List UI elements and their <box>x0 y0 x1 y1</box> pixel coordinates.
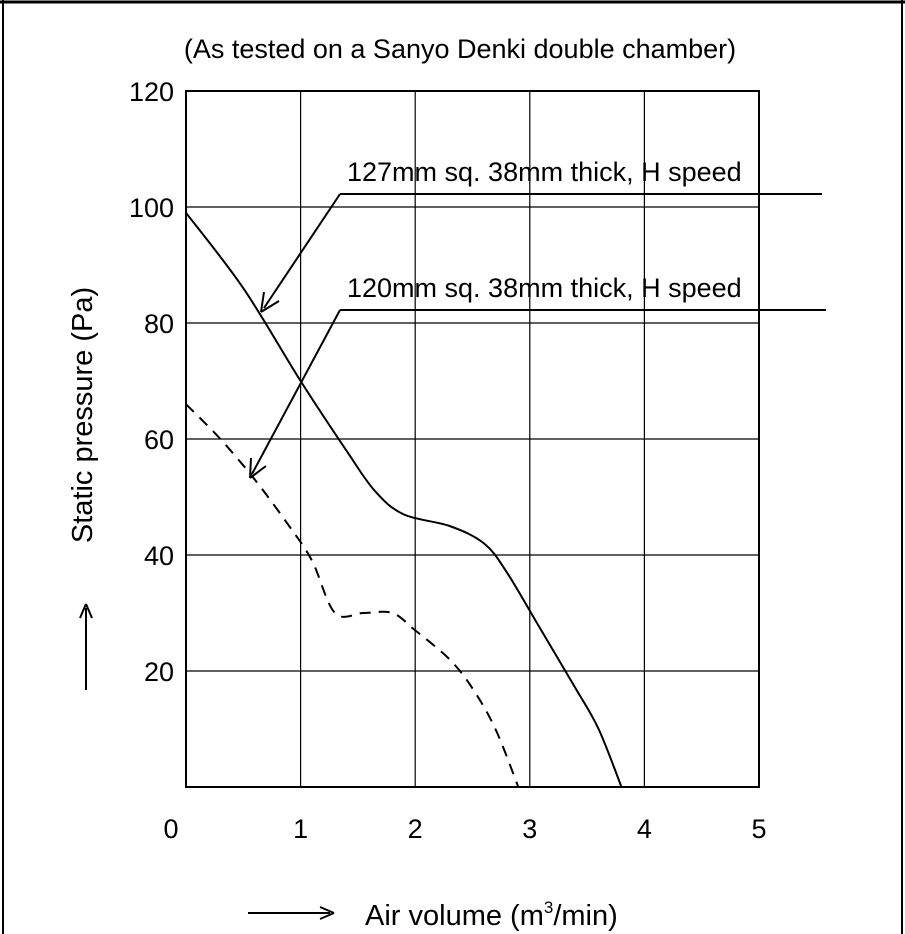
y-axis-title: Static pressure (Pa) <box>67 287 99 543</box>
series-label-120mm-leader <box>252 310 340 474</box>
y-axis-label: Static pressure (Pa) <box>67 287 99 690</box>
x-tick-label-3: 3 <box>522 814 537 844</box>
series-label-120mm: 120mm sq. 38mm thick, H speed <box>347 273 742 303</box>
y-tick-label-20: 20 <box>144 657 174 687</box>
tick-labels: 0 1 2 3 4 5 20 40 60 80 100 120 <box>129 77 767 844</box>
series-label-127mm: 127mm sq. 38mm thick, H speed <box>347 157 742 187</box>
series-label-127mm-leader <box>264 194 340 308</box>
y-tick-label-100: 100 <box>129 193 174 223</box>
x-tick-label-1: 1 <box>293 814 308 844</box>
legend-120mm: 120mm sq. 38mm thick, H speed <box>250 273 826 478</box>
chart-subtitle: (As tested on a Sanyo Denki double chamb… <box>184 34 736 64</box>
x-tick-label-4: 4 <box>637 814 652 844</box>
grid-lines <box>186 91 759 787</box>
y-tick-label-80: 80 <box>144 309 174 339</box>
series-line-120mm <box>186 404 518 787</box>
x-axis-title-tail: /min) <box>553 900 617 932</box>
x-tick-label-2: 2 <box>408 814 423 844</box>
x-axis-title: Air volume (m3/min) <box>365 898 618 932</box>
x-tick-label-0: 0 <box>163 814 178 844</box>
series-label-127mm-arrowhead <box>261 292 279 312</box>
x-tick-label-5: 5 <box>751 814 766 844</box>
x-axis-title-main: Air volume (m <box>365 900 544 932</box>
y-tick-label-120: 120 <box>129 77 174 107</box>
x-axis-label: Air volume (m3/min) <box>248 898 618 932</box>
x-axis-title-superscript: 3 <box>544 898 553 917</box>
y-tick-label-40: 40 <box>144 541 174 571</box>
y-tick-label-60: 60 <box>144 425 174 455</box>
